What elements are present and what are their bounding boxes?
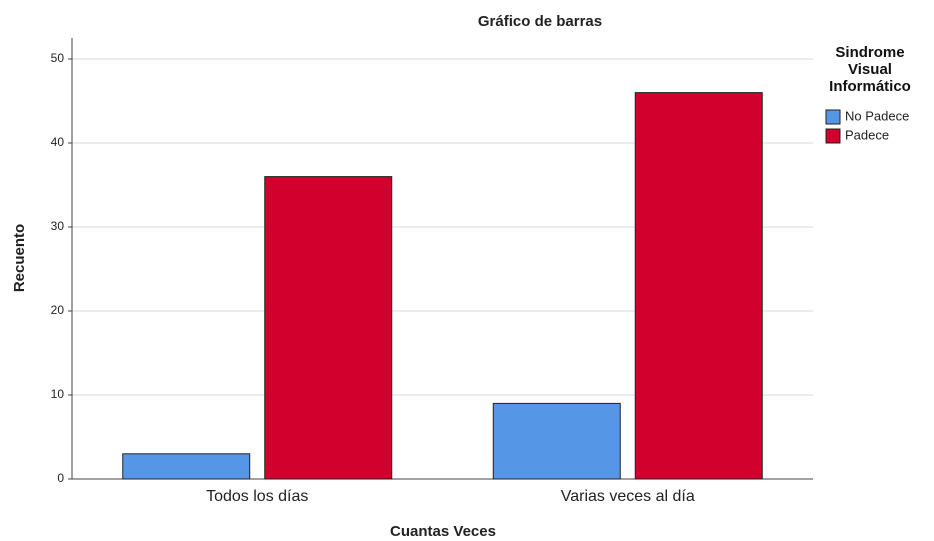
y-tick-label: 50 [51, 51, 65, 65]
y-axis-label: Recuento [11, 224, 28, 292]
x-tick-label: Varias veces al día [561, 488, 695, 505]
bar [634, 92, 763, 480]
y-tick-label: 10 [51, 387, 65, 401]
y-tick-label: 20 [51, 303, 65, 317]
bar [122, 453, 251, 480]
bar [492, 402, 621, 480]
y-tick-label: 0 [57, 471, 64, 485]
y-tick-label: 30 [51, 219, 65, 233]
x-tick-label: Todos los días [206, 488, 308, 505]
legend-swatch [825, 128, 841, 144]
y-tick-label: 40 [51, 135, 65, 149]
chart-title: Gráfico de barras [478, 13, 602, 30]
bar [264, 176, 393, 480]
legend-label: Padece [845, 127, 889, 142]
legend-swatch [825, 109, 841, 125]
legend-title: Sindrome Visual Informático [829, 44, 911, 95]
x-axis-label: Cuantas Veces [390, 523, 496, 540]
legend-label: No Padece [845, 108, 909, 123]
